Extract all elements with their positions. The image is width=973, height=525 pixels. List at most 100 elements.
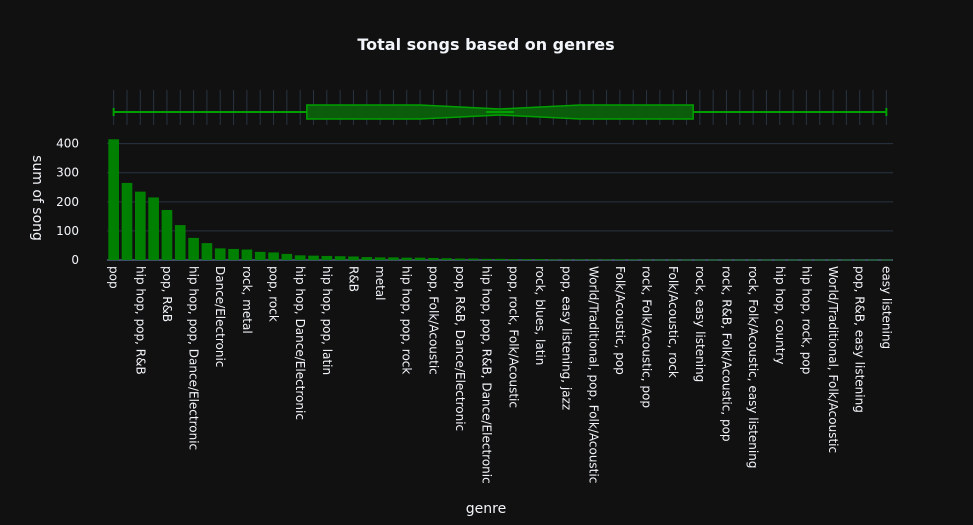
x-tick-label: pop, Folk/Acoustic [426, 266, 440, 375]
x-tick-label: Folk/Acoustic, rock [666, 266, 680, 378]
bar [761, 259, 772, 261]
x-tick-label: Dance/Electronic [213, 266, 227, 367]
bar [361, 257, 373, 260]
bar [841, 259, 852, 261]
x-tick-label: rock, easy listening [693, 266, 707, 382]
bar [587, 259, 599, 261]
bar [801, 259, 812, 261]
bar [747, 259, 759, 261]
bar [174, 225, 186, 260]
x-tick-label: R&B [346, 266, 360, 292]
bar [388, 257, 399, 260]
x-tick-label: hip hop, pop, rock [400, 266, 414, 374]
x-tick-label: pop [107, 266, 121, 289]
bar [547, 259, 559, 261]
y-tick-label: 200 [56, 195, 79, 209]
bar [188, 237, 199, 260]
y-axis-ticks: 0 100 200 300 400 [56, 137, 79, 267]
bar [228, 248, 239, 260]
x-tick-label: pop, R&B, Dance/Electronic [453, 266, 467, 431]
bar [108, 139, 119, 260]
x-tick-label: rock, metal [240, 266, 254, 334]
bar [574, 259, 586, 261]
bar [374, 257, 386, 260]
y-tick-label: 400 [56, 137, 79, 151]
x-tick-label: hip hop, pop, R&B [133, 266, 147, 375]
x-tick-label: pop, R&B, easy listening [853, 266, 867, 413]
bar [694, 259, 706, 261]
x-axis-title: genre [466, 501, 506, 517]
x-tick-label: Folk/Acoustic, pop [613, 266, 627, 375]
bar [281, 253, 293, 260]
y-tick-label: 300 [56, 166, 79, 180]
x-tick-label: hip hop, country [773, 266, 787, 364]
x-tick-label: pop, easy listening, jazz [560, 266, 574, 410]
bar [321, 255, 333, 260]
bar [787, 259, 799, 261]
bar [721, 259, 732, 261]
x-tick-label: rock, blues, latin [533, 266, 547, 365]
x-tick-label: World/Traditional, Folk/Acoustic [826, 266, 840, 453]
bar [494, 258, 506, 260]
x-tick-label: hip hop, Dance/Electronic [293, 266, 307, 420]
bar [654, 259, 666, 261]
bar [641, 259, 652, 261]
bar [561, 259, 572, 261]
bar [454, 258, 466, 260]
bar [161, 209, 173, 260]
bar [614, 259, 626, 261]
bar [827, 259, 839, 261]
bar [881, 259, 892, 261]
x-tick-label: rock, R&B, Folk/Acoustic, pop [719, 266, 733, 442]
bar [507, 259, 519, 260]
bar [441, 258, 453, 260]
bar [667, 259, 679, 261]
bar [734, 259, 746, 261]
bar [814, 259, 826, 261]
x-tick-label: hip hop, pop, latin [320, 266, 334, 375]
bar [294, 255, 306, 260]
chart-title: Total songs based on genres [357, 35, 614, 54]
bar [534, 259, 546, 260]
bar [774, 259, 786, 261]
bar [414, 257, 426, 260]
bar [601, 259, 612, 261]
bar [854, 259, 866, 261]
bar [348, 256, 359, 260]
x-tick-label: hip hop, pop, Dance/Electronic [187, 266, 201, 450]
bar [627, 259, 639, 261]
x-tick-label: rock, Folk/Acoustic, easy listening [746, 266, 760, 468]
x-tick-label: rock, Folk/Acoustic, pop [640, 266, 654, 408]
bar [308, 255, 319, 260]
bar [201, 243, 213, 260]
bar [401, 257, 413, 260]
x-tick-label: World/Traditional, pop, Folk/Acoustic [586, 266, 600, 483]
bar [268, 252, 279, 260]
x-tick-label: easy listening [879, 266, 893, 349]
bar [121, 182, 133, 260]
bar [468, 258, 479, 260]
x-tick-label: pop, R&B [160, 266, 174, 322]
bar [214, 248, 226, 260]
y-tick-label: 0 [71, 253, 79, 267]
bar [481, 258, 493, 260]
bar [148, 197, 159, 260]
bar [681, 259, 692, 261]
y-tick-label: 100 [56, 224, 79, 238]
bar-series [108, 139, 892, 261]
y-axis-title: sum of song [29, 155, 45, 241]
marginal-box-plot [112, 90, 888, 125]
bar [134, 191, 146, 260]
bar [521, 259, 532, 260]
bar [254, 251, 266, 260]
x-tick-label: hip hop, rock, pop [799, 266, 813, 374]
x-tick-label: pop, rock, Folk/Acoustic [506, 266, 520, 408]
bar [707, 259, 719, 261]
x-axis-ticks: pop hip hop, pop, R&B pop, R&B hip hop, pop… [107, 266, 894, 484]
bar [867, 259, 879, 261]
bar [241, 249, 253, 260]
x-tick-label: hip hop, pop, R&B, Dance/Electronic [480, 266, 494, 484]
